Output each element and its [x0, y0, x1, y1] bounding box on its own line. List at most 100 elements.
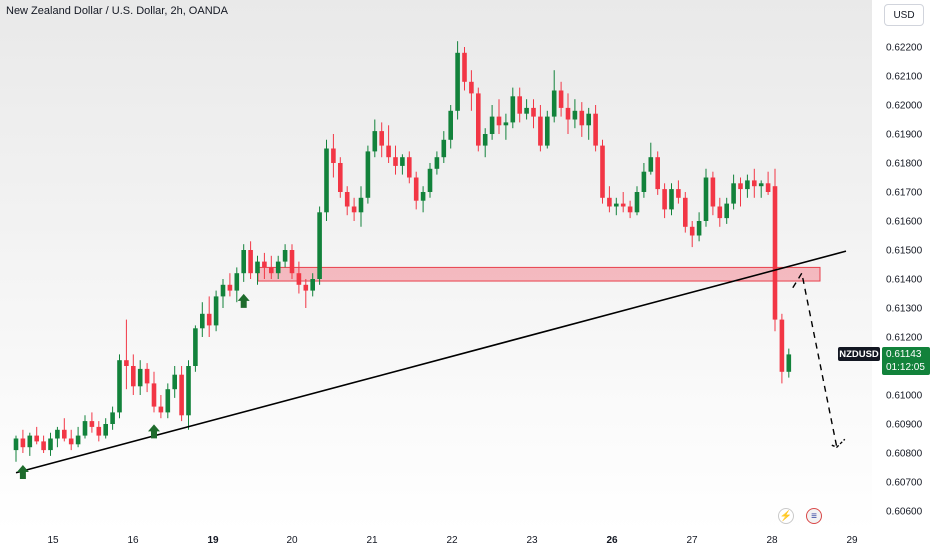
candle [641, 171, 647, 192]
candle [758, 183, 764, 187]
candle [103, 424, 108, 436]
support-zone [257, 266, 821, 282]
candle [34, 435, 39, 442]
chart-title: New Zealand Dollar / U.S. Dollar, 2h, OA… [6, 5, 228, 17]
candle [117, 360, 122, 413]
y-tick-label: 0.61300 [886, 304, 923, 315]
candle [55, 429, 60, 439]
candle [448, 110, 453, 140]
lightning-icon[interactable]: ⚡ [778, 508, 794, 524]
time-axis-background [0, 532, 932, 550]
candle [262, 261, 267, 268]
candle [703, 177, 709, 221]
y-tick-label: 0.62000 [886, 101, 923, 112]
y-tick-label: 0.61000 [886, 391, 923, 402]
candle [593, 113, 598, 146]
currency-button[interactable]: USD [884, 4, 924, 26]
candle [620, 203, 626, 207]
candle [158, 406, 164, 413]
candle [20, 438, 26, 448]
x-tick-label: 20 [286, 535, 298, 546]
candle [572, 110, 578, 120]
candle [213, 296, 219, 326]
candle [545, 116, 550, 146]
plot-background [0, 0, 872, 532]
candle [627, 206, 633, 213]
candle [689, 226, 695, 236]
candle [172, 374, 177, 390]
candle [282, 250, 288, 262]
candle-layer [13, 41, 792, 462]
y-tick-label: 0.61200 [886, 333, 923, 344]
candle [296, 273, 302, 285]
candle [41, 441, 46, 451]
candle [731, 183, 736, 204]
candle [765, 183, 771, 192]
y-tick-label: 0.61500 [886, 246, 923, 257]
candle [779, 319, 785, 372]
candle [669, 189, 674, 210]
candle [441, 139, 447, 158]
x-tick-label: 21 [366, 535, 378, 546]
candle [517, 96, 522, 114]
candle [186, 366, 191, 416]
candle [317, 212, 322, 279]
candle [255, 261, 260, 274]
candle [662, 189, 667, 210]
candle [144, 368, 150, 384]
candle [179, 374, 184, 416]
candle [496, 116, 502, 126]
y-tick-label: 0.60600 [886, 507, 923, 518]
up-arrow-icon [148, 424, 160, 439]
candle [614, 203, 619, 207]
candle [538, 116, 543, 146]
price-axis-background [872, 0, 932, 550]
candle [68, 438, 74, 445]
zone-layer [257, 266, 821, 282]
y-tick-label: 0.60700 [886, 478, 923, 489]
candle [131, 366, 136, 387]
candle [137, 368, 143, 387]
candle [200, 313, 205, 329]
candle [600, 145, 605, 198]
x-tick-label: 28 [766, 535, 778, 546]
candle [96, 426, 102, 436]
candle [269, 267, 274, 274]
candle [62, 429, 67, 439]
candle [503, 122, 509, 126]
candle [655, 157, 660, 190]
candle [717, 206, 723, 219]
arrow-layer [16, 293, 250, 479]
x-tick-label: 23 [526, 535, 538, 546]
candle [351, 206, 357, 213]
us-flag-icon[interactable]: ≡ [806, 508, 822, 524]
candle [531, 107, 536, 117]
candle [413, 177, 419, 201]
x-tick-label: 19 [207, 535, 219, 546]
candle [586, 113, 591, 126]
candle [724, 203, 729, 219]
projection-arrowhead [831, 438, 846, 449]
candle [289, 250, 295, 274]
candle [476, 93, 481, 146]
candle [565, 107, 571, 120]
candle [489, 116, 495, 134]
candle [275, 261, 281, 274]
candle [607, 197, 612, 207]
candle [551, 90, 557, 117]
candle [234, 273, 240, 291]
candle [683, 197, 688, 227]
y-tick-label: 0.60900 [886, 420, 923, 431]
candle [379, 131, 384, 146]
y-tick-label: 0.60800 [886, 449, 923, 460]
candle [165, 389, 171, 413]
candle [482, 134, 488, 146]
y-tick-label: 0.62200 [886, 43, 923, 54]
candle [400, 157, 405, 166]
candle [151, 383, 157, 407]
x-tick-label: 22 [446, 535, 458, 546]
candle [344, 192, 350, 207]
candle [648, 157, 654, 172]
candle [407, 157, 412, 178]
candle [27, 435, 33, 448]
